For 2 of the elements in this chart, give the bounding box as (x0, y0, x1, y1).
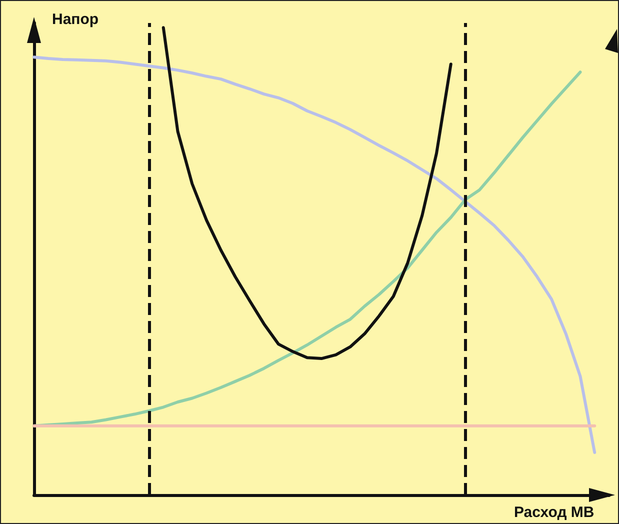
y-axis-title: Напор (52, 11, 99, 28)
x-axis-title: Расход МВ (514, 504, 594, 521)
